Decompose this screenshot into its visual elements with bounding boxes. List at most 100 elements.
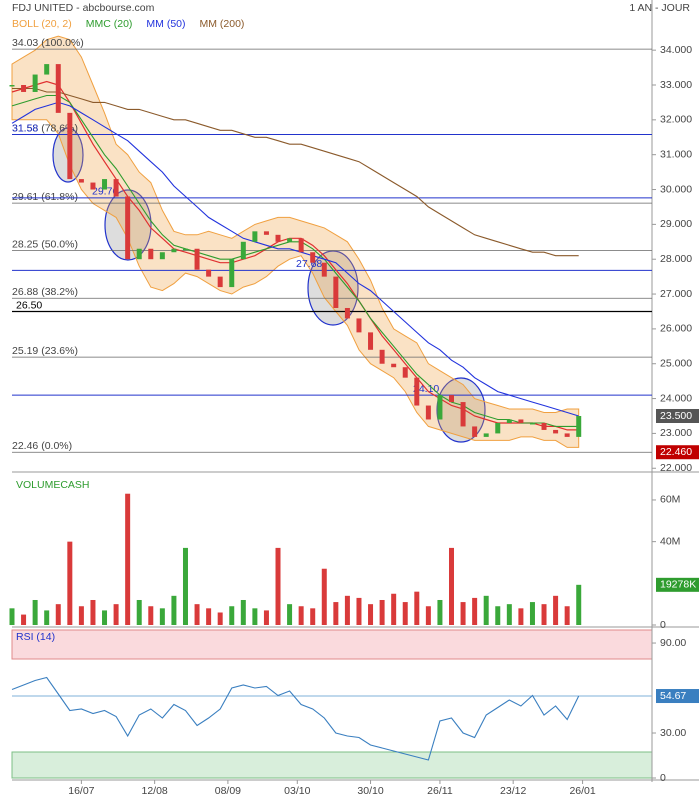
value-tag-label: 19278K [660,579,696,591]
candle [102,179,108,190]
candle [78,179,84,183]
y-tick-label: 23.000 [660,427,692,439]
bollinger-mid [11,80,579,431]
candle [460,402,466,427]
page-title: FDJ UNITED - abcbourse.com [12,2,155,14]
volume-bar [182,547,188,625]
candle [55,64,61,113]
volume-bar [240,599,246,625]
volume-bar [518,608,524,625]
candle [44,64,50,75]
volume-bar [344,595,350,625]
y-tick-label: 26.000 [660,323,692,335]
volume-bar [67,541,73,625]
volume-bar [437,599,443,625]
volume-bar [217,612,223,625]
volume-bar [402,602,408,625]
value-tag [656,577,699,592]
candle [541,422,547,430]
volume-bar [472,597,478,625]
y-tick-label: 25.000 [660,358,692,370]
fibonacci-label: 29.61 (61.8%) [12,191,78,203]
candle [275,234,281,242]
volume-bar [483,595,489,625]
candle [379,349,385,364]
volume-bar [32,599,38,625]
volume-bar [252,608,258,625]
fibonacci-label: 26.88 (38.2%) [12,286,78,298]
volume-bar [113,604,119,625]
volume-bar [460,602,466,625]
x-tick-label: 03/10 [284,785,310,797]
marker-label: 27.68 [296,258,322,270]
x-tick-label: 26/01 [569,785,595,797]
y-tick-label: 28.000 [660,253,692,265]
value-tag-label: 23.500 [660,410,692,422]
x-tick-label: 16/07 [68,785,94,797]
volume-bar [78,606,84,625]
volume-bar [356,597,362,625]
volume-bar [321,568,327,625]
support-label: 26.50 [16,299,42,311]
candle [495,422,501,434]
candle [391,363,397,368]
candle [576,415,582,437]
candle [32,74,38,92]
fibonacci-label: 34.03 (100.0%) [12,37,84,49]
volume-bar [506,604,512,625]
value-tag [656,408,699,423]
volume-bar [194,604,200,625]
candle [194,248,200,270]
legend-entry: MM (50) [146,18,185,30]
y-tick-label: 32.000 [660,114,692,126]
candle [414,377,420,406]
candle [182,248,188,251]
candle [159,252,165,260]
legend-entry: BOLL (20, 2) [12,18,72,30]
volume-bar [287,604,293,625]
y-tick-label: 24.000 [660,392,692,404]
candle [90,182,96,190]
x-tick-label: 08/09 [215,785,241,797]
fibonacci-label: 31.58 (78.6%) [12,122,78,134]
candle [125,196,131,260]
candle [171,248,177,253]
volume-bar [553,595,559,625]
candle [564,433,570,437]
moving-average [12,87,579,257]
candle [437,395,443,420]
value-tag [656,445,699,460]
volume-bar [275,547,281,625]
candle [298,238,304,253]
volume-bar [391,593,397,625]
y-tick-label: 0 [660,772,666,784]
value-tag-label: 54.67 [660,690,686,702]
candle [287,238,293,242]
y-tick-label: 40M [660,535,680,547]
candle [263,231,269,235]
legend-entry: MM (200) [200,18,245,30]
candle [472,426,478,437]
candle [425,405,431,420]
y-tick-label: 29.000 [660,218,692,230]
candle [506,419,512,423]
y-tick-label: 34.000 [660,44,692,56]
rsi-line [11,676,580,761]
y-tick-label: 30.000 [660,183,692,195]
x-tick-label: 23/12 [500,785,526,797]
volume-bar [529,602,535,625]
volume-bar [564,606,570,625]
candle [113,179,119,197]
oversold-zone [11,751,653,779]
volume-bar [541,604,547,625]
candle [553,429,559,434]
candle [321,262,327,277]
volume-bar [449,547,454,625]
volume-bar [44,610,50,625]
volume-bar [229,606,235,625]
volume-bar [90,599,96,625]
candle [356,318,362,333]
candle [229,259,235,288]
